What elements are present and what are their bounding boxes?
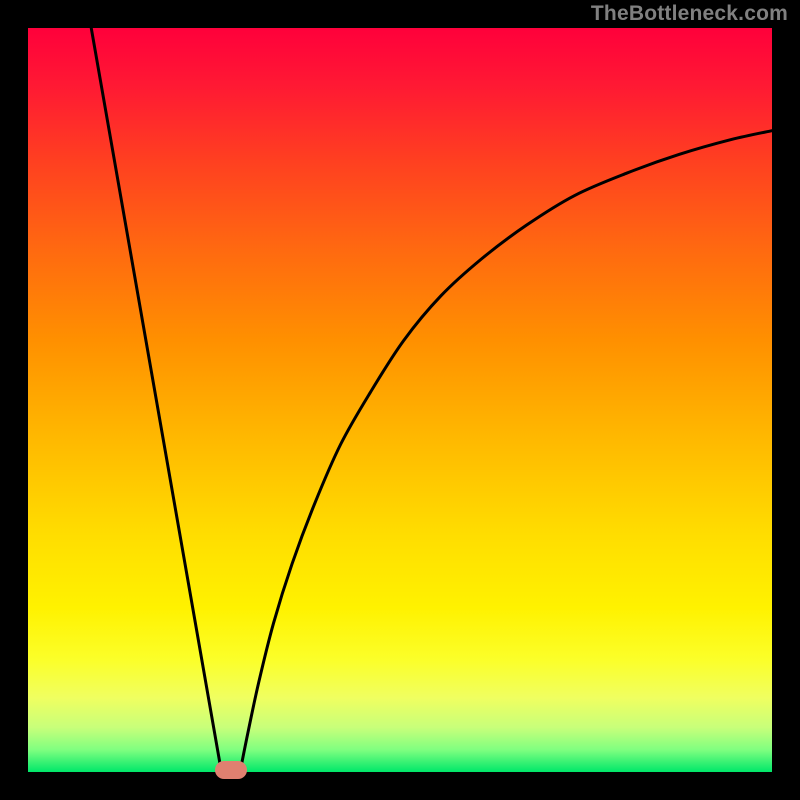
- curve-right-branch: [240, 131, 772, 772]
- curve-left-branch: [91, 28, 221, 772]
- curve-layer: [0, 0, 800, 800]
- minimum-marker: [215, 761, 247, 779]
- watermark-text: TheBottleneck.com: [591, 2, 788, 26]
- chart-container: TheBottleneck.com: [0, 0, 800, 800]
